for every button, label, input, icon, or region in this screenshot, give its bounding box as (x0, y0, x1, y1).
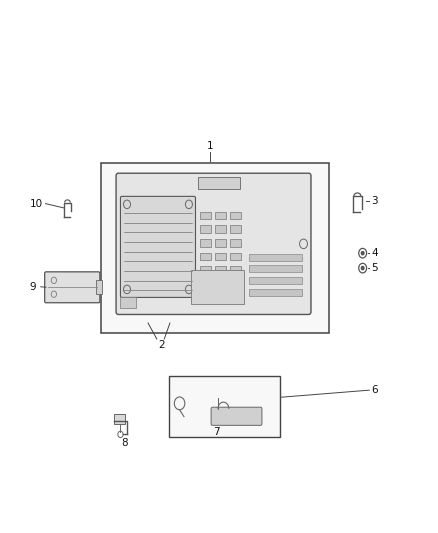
FancyBboxPatch shape (45, 272, 100, 303)
Bar (169, 376, 280, 437)
Bar (200, 266, 211, 274)
Text: 5: 5 (371, 263, 378, 273)
Bar (249, 289, 302, 296)
Bar (230, 266, 240, 274)
Bar (249, 265, 302, 272)
Bar (230, 253, 240, 260)
Text: 9: 9 (29, 282, 36, 292)
Bar (230, 225, 240, 233)
Text: 8: 8 (121, 439, 128, 448)
Text: 7: 7 (213, 427, 220, 437)
Text: 4: 4 (371, 248, 378, 258)
Bar (200, 239, 211, 247)
Bar (230, 239, 240, 247)
Bar (215, 212, 226, 220)
Bar (215, 253, 226, 260)
Bar (200, 253, 211, 260)
Bar (215, 266, 226, 274)
Text: 10: 10 (29, 199, 42, 208)
Text: 6: 6 (371, 385, 378, 395)
Bar (249, 254, 302, 261)
Bar (249, 277, 302, 284)
Bar (215, 225, 226, 233)
Bar (200, 212, 211, 220)
Bar (200, 225, 211, 233)
Circle shape (361, 252, 364, 255)
Bar (198, 177, 240, 189)
Text: 1: 1 (207, 141, 214, 151)
FancyBboxPatch shape (211, 407, 262, 425)
FancyBboxPatch shape (116, 173, 311, 314)
FancyBboxPatch shape (120, 196, 195, 297)
Bar (96, 280, 102, 294)
Text: 3: 3 (371, 197, 378, 206)
Bar (101, 163, 328, 333)
Circle shape (361, 266, 364, 270)
Bar (215, 239, 226, 247)
Text: 2: 2 (159, 341, 166, 350)
Bar (120, 297, 136, 308)
Bar (114, 414, 125, 424)
Bar (230, 212, 240, 220)
Bar (191, 270, 244, 304)
